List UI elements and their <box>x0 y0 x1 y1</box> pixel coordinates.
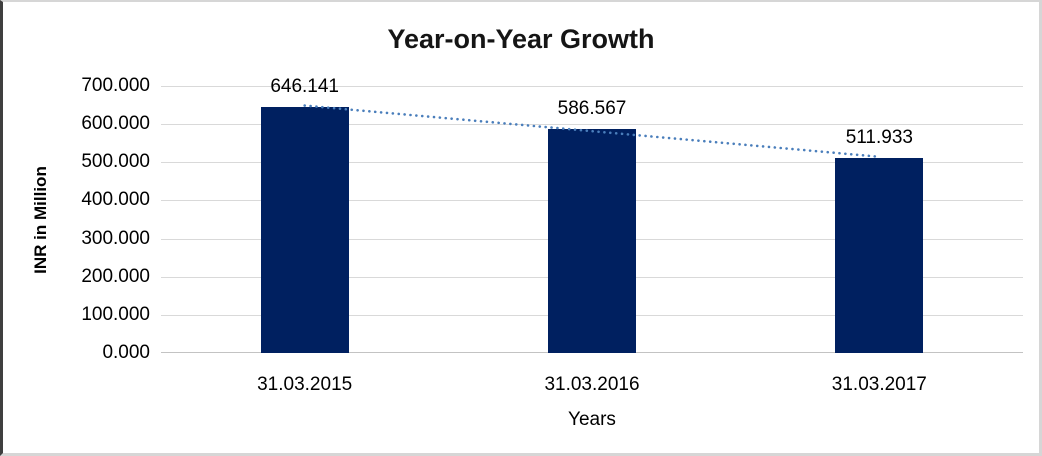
bar-2 <box>835 157 924 353</box>
y-tick-label: 0.000 <box>102 342 150 363</box>
y-tick-label: 700.000 <box>81 75 150 96</box>
bar-1 <box>548 129 636 353</box>
trendline-svg <box>303 104 881 159</box>
y-tick-label: 400.000 <box>81 189 150 211</box>
y-tick-labels: 700.000 600.000 500.000 400.000 300.000 200.0… <box>3 75 150 363</box>
gridline <box>161 86 1023 87</box>
bar-value-label: 586.567 <box>557 98 627 120</box>
y-tick-label: 300.000 <box>81 227 150 249</box>
bar-0 <box>260 106 349 353</box>
x-tick-label: 31.03.2017 <box>831 374 927 395</box>
trendline <box>303 104 881 159</box>
y-tick-label: 200.000 <box>81 265 150 287</box>
y-tick-label: 100.000 <box>81 303 150 325</box>
y-tick-label: 600.000 <box>81 113 150 135</box>
x-axis-title: Years <box>568 409 616 430</box>
bar-value-label: 646.141 <box>270 75 339 97</box>
x-tick-label: 31.03.2016 <box>544 374 640 395</box>
x-tick-labels: 31.03.2015 31.03.2016 31.03.2017 <box>161 374 1023 398</box>
plot-area: 646.141 586.567 511.933 <box>161 76 1023 353</box>
chart-title: Year-on-Year Growth <box>387 24 655 54</box>
y-tick-label: 500.000 <box>81 151 150 173</box>
gridline <box>161 124 1023 126</box>
x-tick-label: 31.03.2015 <box>257 374 353 395</box>
bar-value-label: 511.933 <box>845 126 913 148</box>
